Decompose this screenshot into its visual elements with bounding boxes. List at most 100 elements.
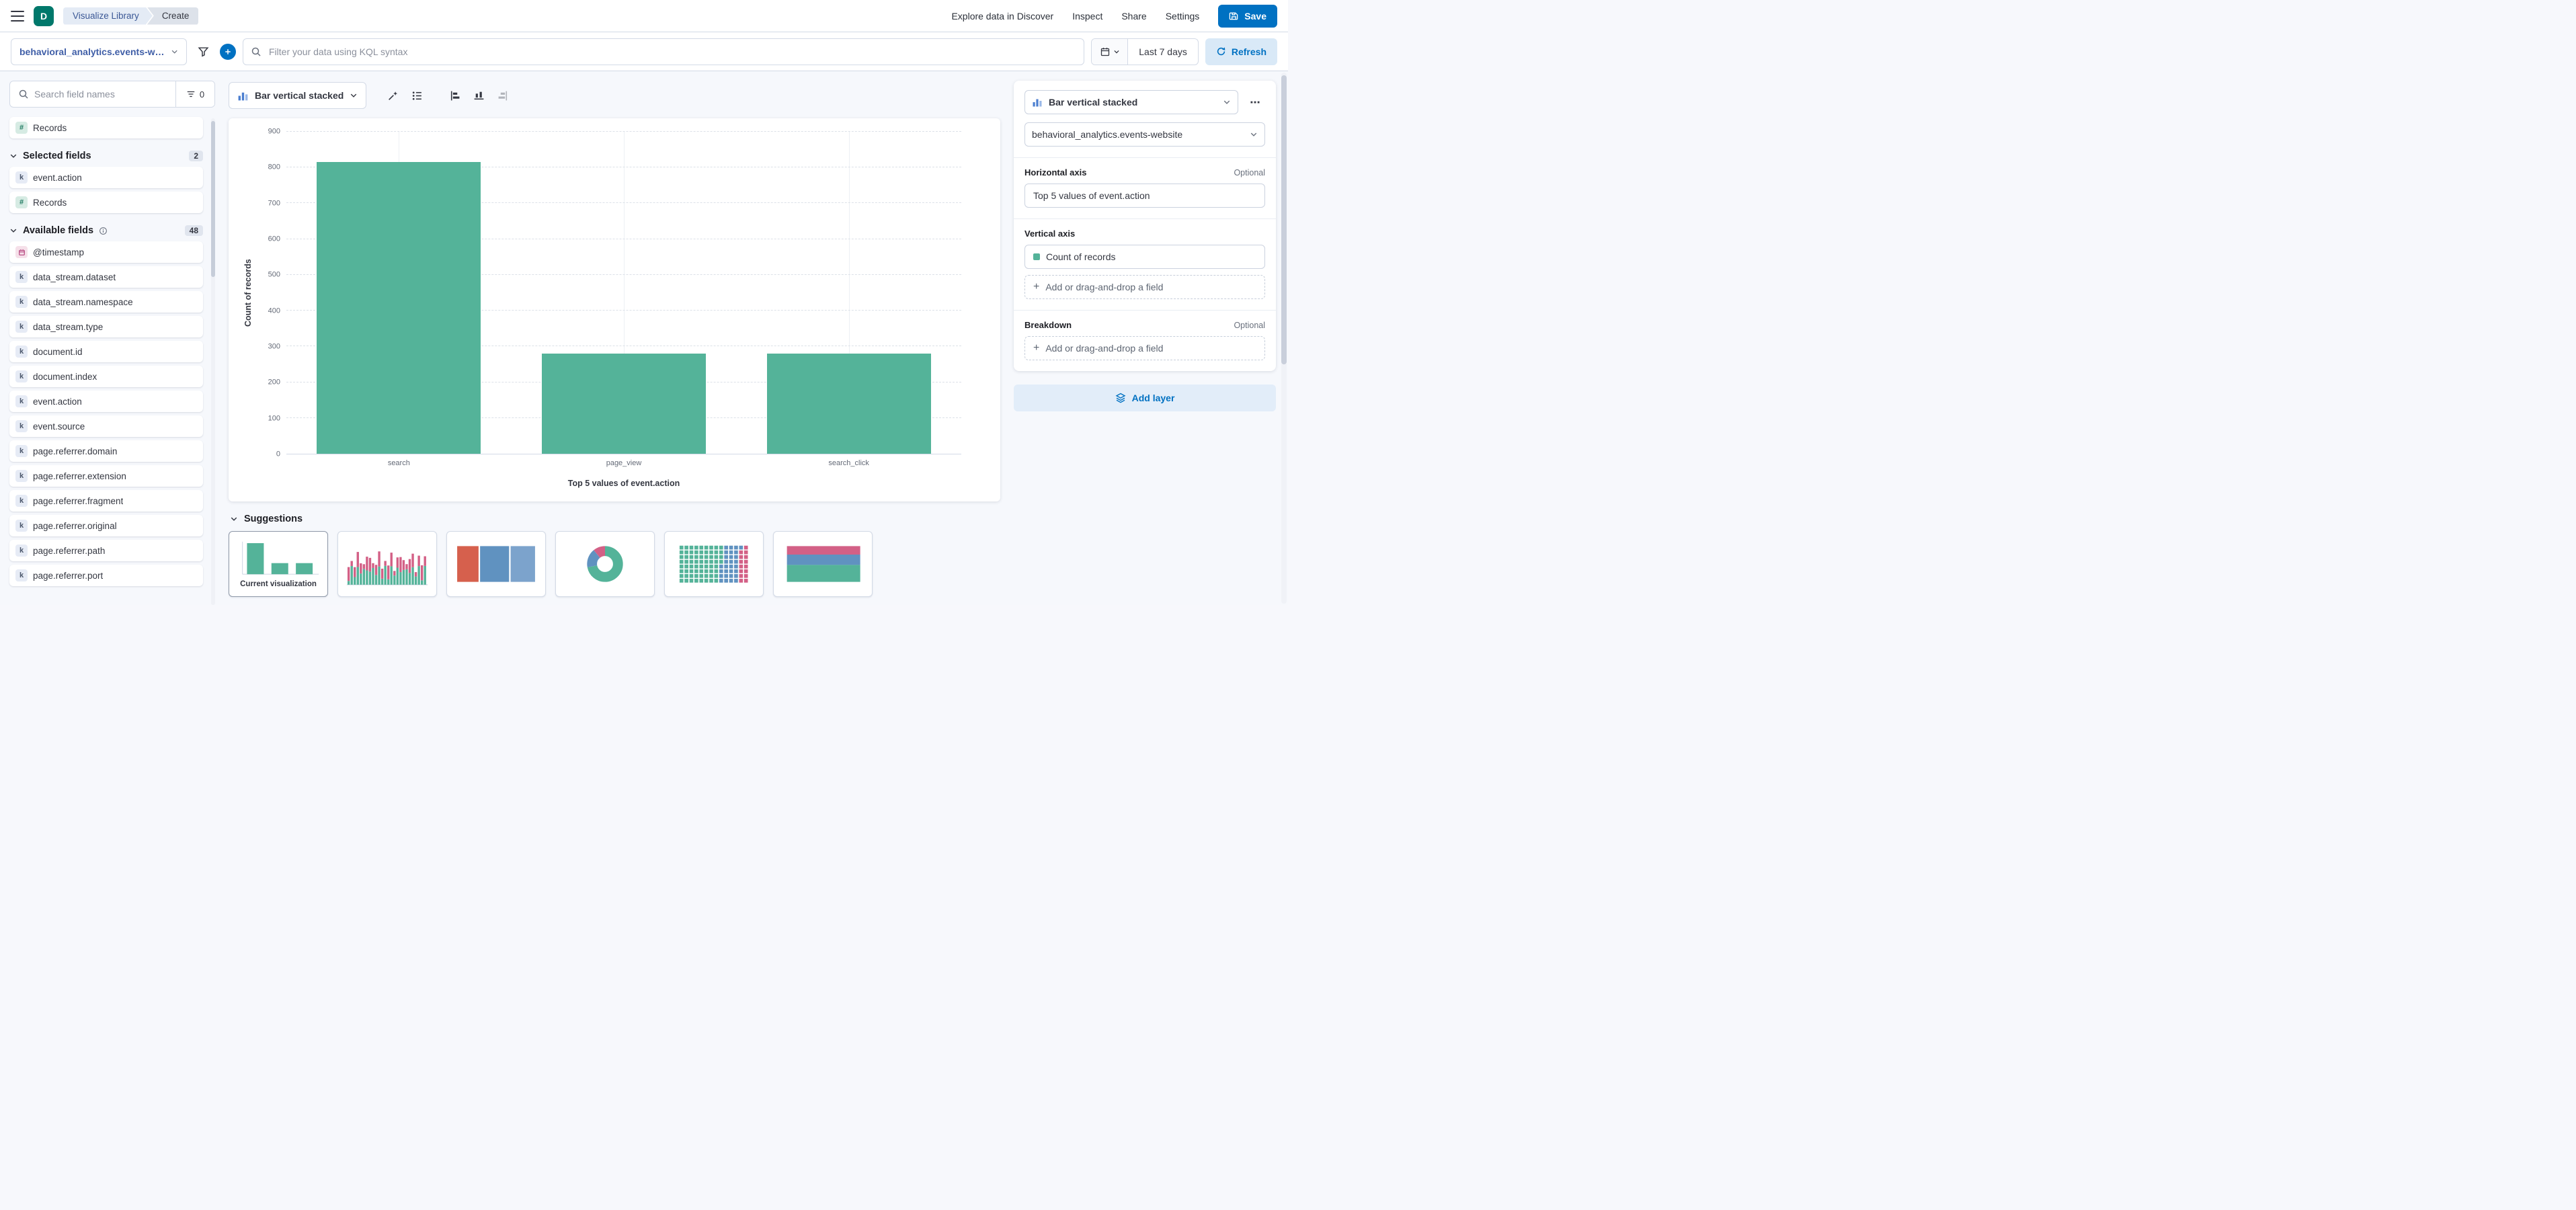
breadcrumb: Visualize Library Create [63, 7, 199, 25]
field-filter-button[interactable]: 0 [175, 81, 214, 107]
optional-label: Optional [1234, 320, 1265, 330]
chart-type-switcher[interactable]: Bar vertical stacked [229, 82, 367, 109]
field-name: document.index [33, 371, 97, 382]
y-tick-label: 200 [268, 378, 280, 387]
field-item-page.referrer.domain[interactable]: k page.referrer.domain [9, 440, 203, 462]
x-tick-label: search_click [828, 459, 869, 467]
category-band [286, 132, 512, 454]
suggestion-current-visualization[interactable]: Current visualization [229, 531, 328, 597]
date-quick-select-button[interactable] [1092, 38, 1129, 65]
calendar-icon [1100, 47, 1109, 56]
vertical-axis-dimension-button[interactable]: Count of records [1024, 245, 1265, 269]
filter-icon [187, 91, 195, 97]
layer-actions-button[interactable] [1245, 92, 1265, 112]
suggestion-waffle[interactable] [664, 531, 764, 597]
plot-column: search page_view search_click [286, 131, 988, 479]
bar-search[interactable] [317, 162, 481, 454]
add-layer-button[interactable]: Add layer [1014, 385, 1276, 411]
layer-settings-card: Bar vertical stacked behavioral_analytic… [1014, 81, 1276, 371]
sidebar-scrollbar-thumb[interactable] [211, 121, 215, 277]
layers-icon [1115, 393, 1126, 403]
x-tick-label: page_view [606, 459, 642, 467]
horizontal-axis-dimension-button[interactable]: Top 5 values of event.action [1024, 184, 1265, 208]
bar-search_click[interactable] [766, 353, 931, 454]
data-view-picker[interactable]: behavioral_analytics.events-web... [11, 38, 187, 65]
field-item-document.index[interactable]: k document.index [9, 366, 203, 387]
save-button[interactable]: Save [1218, 4, 1277, 28]
field-item-document.id[interactable]: k document.id [9, 341, 203, 362]
field-item-page.referrer.extension[interactable]: k page.referrer.extension [9, 465, 203, 487]
bars-layer [286, 132, 961, 454]
x-tick-label: search [387, 459, 410, 467]
field-item-page.referrer.fragment[interactable]: k page.referrer.fragment [9, 490, 203, 512]
visual-options-button[interactable] [381, 84, 404, 107]
left-axis-button[interactable] [443, 84, 466, 107]
save-icon [1230, 12, 1238, 20]
settings-link[interactable]: Settings [1165, 10, 1200, 22]
bottom-axis-button[interactable] [467, 84, 490, 107]
optional-label: Optional [1234, 167, 1265, 177]
explore-in-discover-link[interactable]: Explore data in Discover [951, 10, 1054, 22]
refresh-button[interactable]: Refresh [1205, 38, 1277, 65]
vertical-axis-add-field-button[interactable]: + Add or drag-and-drop a field [1024, 275, 1265, 299]
field-item-page.referrer.port[interactable]: k page.referrer.port [9, 565, 203, 586]
field-item-@timestamp[interactable]: @timestamp [9, 241, 203, 263]
time-range-button[interactable]: Last 7 days [1139, 46, 1187, 57]
field-type-keyword-icon: k [15, 296, 28, 308]
field-item-data_stream.type[interactable]: k data_stream.type [9, 316, 203, 337]
field-type-keyword-icon: k [15, 370, 28, 382]
y-tick-label: 500 [268, 270, 280, 279]
visualization-toolbar: Bar vertical stacked [229, 81, 1000, 110]
suggestion-waffle-thumbnail [669, 536, 759, 592]
suggestion-treemap[interactable] [446, 531, 546, 597]
share-link[interactable]: Share [1121, 10, 1147, 22]
page-scrollbar-thumb[interactable] [1281, 75, 1287, 364]
field-item-event.source[interactable]: k event.source [9, 415, 203, 437]
breadcrumb-visualize-library[interactable]: Visualize Library [63, 7, 153, 25]
field-item-event.action[interactable]: k event.action [9, 391, 203, 412]
field-item-page.referrer.path[interactable]: k page.referrer.path [9, 540, 203, 561]
kql-input[interactable] [243, 38, 1085, 65]
field-type-keyword-icon: k [15, 171, 28, 184]
space-avatar[interactable]: D [34, 5, 54, 26]
selected-fields-section-header[interactable]: Selected fields 2 [9, 151, 203, 161]
chevron-down-icon [351, 93, 357, 97]
bar-page_view[interactable] [541, 353, 707, 454]
breakdown-add-field-button[interactable]: + Add or drag-and-drop a field [1024, 336, 1265, 360]
menu-icon[interactable] [11, 10, 24, 22]
suggestion-treemap-thumbnail [451, 536, 541, 592]
field-item-data_stream.namespace[interactable]: k data_stream.namespace [9, 291, 203, 313]
filter-sets-button[interactable] [194, 42, 213, 61]
field-type-date-icon [15, 246, 28, 258]
add-filter-button[interactable] [220, 43, 236, 60]
field-search-input[interactable] [29, 89, 175, 99]
info-icon[interactable] [99, 227, 108, 235]
layer-data-view-select[interactable]: behavioral_analytics.events-website [1024, 122, 1265, 147]
suggestions-header[interactable]: Suggestions [230, 514, 1000, 524]
layer-chart-type-select[interactable]: Bar vertical stacked [1024, 90, 1238, 114]
inspect-link[interactable]: Inspect [1072, 10, 1103, 22]
field-item-Records[interactable]: # Records [9, 192, 203, 213]
legend-settings-button[interactable] [405, 84, 428, 107]
date-picker: Last 7 days [1091, 38, 1199, 65]
suggestion-bar-stacked-dense[interactable] [337, 531, 437, 597]
field-name: data_stream.dataset [33, 272, 116, 282]
field-item-Records[interactable]: # Records [9, 117, 203, 138]
suggestion-donut[interactable] [555, 531, 655, 597]
boxes-horizontal-icon [1250, 101, 1260, 104]
plus-icon [225, 48, 231, 54]
field-name: page.referrer.original [33, 520, 117, 531]
field-item-data_stream.dataset[interactable]: k data_stream.dataset [9, 266, 203, 288]
y-axis-title: Count of records [243, 259, 253, 327]
field-filter-count: 0 [199, 89, 205, 99]
field-item-page.referrer.original[interactable]: k page.referrer.original [9, 515, 203, 536]
available-fields-section-header[interactable]: Available fields 48 [9, 225, 203, 236]
top-header: D Visualize Library Create Explore data … [0, 0, 1288, 32]
gridline-horizontal [286, 274, 961, 275]
y-tick-label: 400 [268, 307, 280, 315]
breadcrumb-create: Create [147, 7, 199, 25]
field-item-event.action[interactable]: k event.action [9, 167, 203, 188]
y-tick-label: 700 [268, 199, 280, 208]
suggestion-bar-percentage[interactable] [773, 531, 873, 597]
chevron-down-icon [1223, 100, 1230, 104]
